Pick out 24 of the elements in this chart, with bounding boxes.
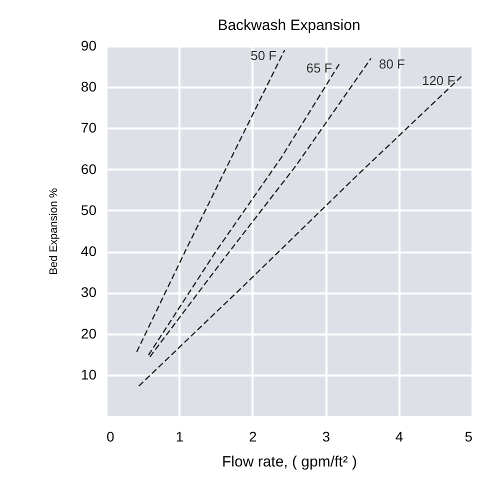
x-tick-label: 0 — [106, 428, 114, 444]
line-series — [138, 74, 464, 387]
y-tick-label: 80 — [80, 78, 97, 95]
x-tick-label: 4 — [395, 428, 404, 444]
x-tick-label: 3 — [322, 428, 330, 444]
y-tick-label: 10 — [80, 366, 97, 382]
y-tick-label: 70 — [80, 120, 97, 136]
chart-title: Backwash Expansion — [218, 17, 360, 34]
x-tick-label: 2 — [249, 428, 257, 444]
series-label: 80 F — [378, 56, 406, 72]
y-tick-label: 60 — [80, 160, 97, 177]
series-label: 120 F — [422, 72, 456, 88]
x-axis-title: Flow rate, ( gpm/ft² ) — [222, 454, 358, 470]
y-axis-title: Bed Expansion % — [48, 188, 60, 275]
x-tick-label: 5 — [464, 428, 473, 444]
line-series — [136, 49, 286, 353]
y-tick-label: 40 — [80, 243, 97, 260]
y-tick-label: 90 — [80, 38, 97, 54]
y-tick-label: 50 — [80, 202, 97, 218]
series-label: 50 F — [250, 48, 277, 64]
x-tick-label: 1 — [176, 428, 184, 444]
y-tick-label: 30 — [80, 284, 97, 300]
series-label: 65 F — [306, 60, 332, 76]
y-tick-label: 20 — [80, 325, 97, 342]
